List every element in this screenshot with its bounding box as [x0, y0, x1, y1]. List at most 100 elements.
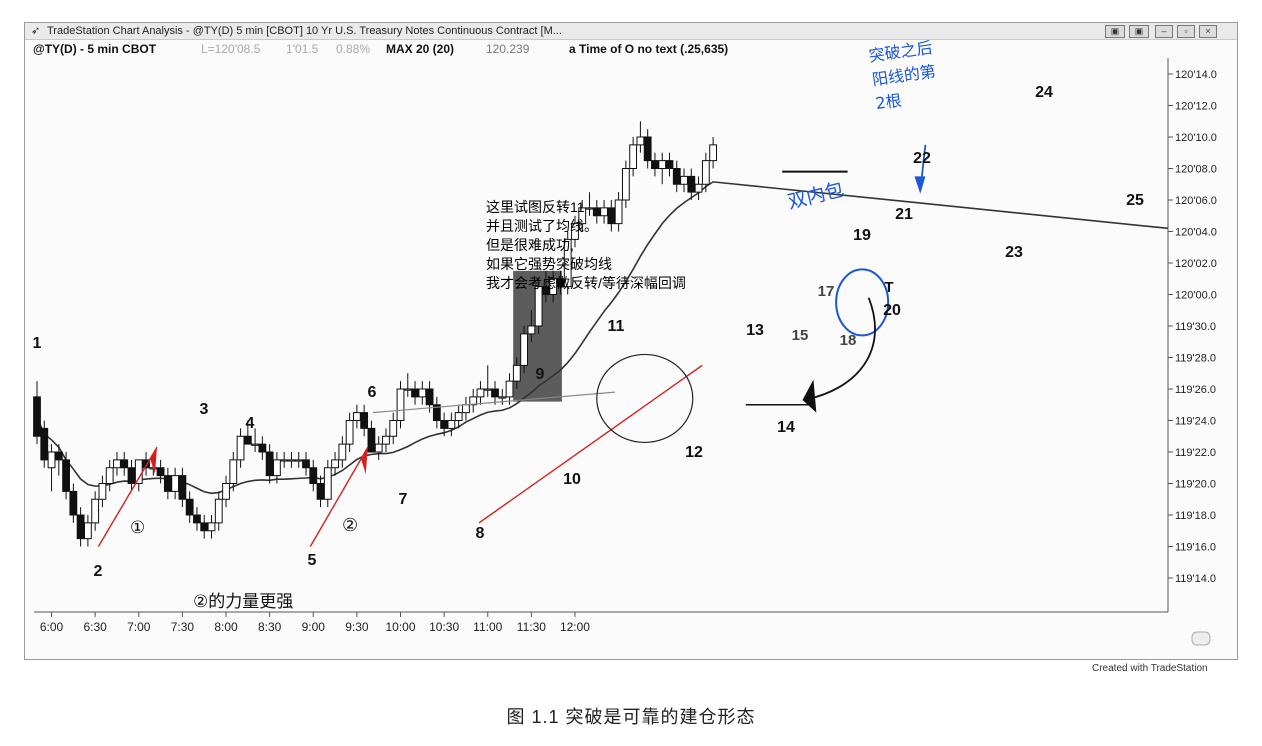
candle [578, 200, 587, 232]
bar-label: 23 [1005, 244, 1023, 261]
candle [629, 137, 638, 177]
x-tick-label: 8:30 [258, 620, 282, 634]
candle [571, 215, 579, 248]
x-tick-label: 9:30 [345, 620, 369, 634]
y-tick-label: 119'24.0 [1175, 416, 1216, 428]
candle [505, 373, 514, 405]
bar-label: 9 [536, 366, 545, 383]
window-link-button[interactable]: ▣ [1105, 25, 1125, 38]
candle [323, 459, 332, 508]
y-tick-label: 119'18.0 [1175, 510, 1216, 522]
x-tick-label: 12:00 [560, 620, 590, 634]
x-tick-label: 9:00 [302, 620, 326, 634]
candle [243, 420, 252, 445]
resistance-line [372, 391, 616, 414]
bar-label: 21 [895, 206, 913, 223]
window-close-button[interactable]: × [1199, 25, 1217, 38]
candle [382, 428, 390, 452]
x-tick-label: 6:30 [83, 620, 107, 634]
candle [643, 129, 652, 169]
chart-window: ➶ TradeStation Chart Analysis - @TY(D) 5… [24, 22, 1238, 660]
y-tick-label: 119'30.0 [1175, 321, 1216, 333]
candle [680, 168, 688, 193]
y-tick-label: 120'10.0 [1175, 132, 1217, 144]
candle [432, 396, 441, 429]
candle [520, 326, 528, 374]
candle [98, 475, 107, 508]
trend-arrow-2 [360, 447, 368, 475]
trend-line-3 [478, 364, 703, 524]
window-sync-button[interactable]: ▣ [1129, 25, 1149, 38]
bar-label: 8 [476, 525, 485, 542]
bar-label: 7 [399, 491, 408, 508]
candle [229, 452, 238, 492]
candle [476, 381, 485, 405]
candle [54, 444, 63, 476]
candle [418, 381, 427, 405]
bar-label: T [884, 279, 893, 296]
bar-label: 4 [246, 415, 255, 432]
tradestation-logo-icon: ➶ [31, 25, 41, 37]
window-minimize-button[interactable]: – [1155, 25, 1173, 38]
candle [214, 491, 223, 531]
y-tick-label: 120'12.0 [1175, 101, 1217, 113]
y-tick-label: 119'26.0 [1175, 384, 1216, 396]
candle [454, 404, 463, 429]
candle [621, 160, 630, 208]
candle [694, 176, 703, 200]
bar-label: 24 [1035, 84, 1053, 101]
candle [105, 459, 114, 492]
bar-label: 18 [840, 332, 857, 349]
candle [236, 428, 245, 468]
y-tick-label: 119'16.0 [1175, 542, 1216, 554]
candle [651, 152, 659, 177]
candle [447, 412, 456, 437]
y-tick-label: 120'00.0 [1175, 290, 1217, 302]
x-tick-label: 10:00 [385, 620, 415, 634]
moving-average-label: MAX 20 (20) [386, 42, 455, 56]
y-tick-label: 119'14.0 [1175, 573, 1216, 585]
candle [47, 444, 56, 492]
candle [411, 381, 419, 405]
candle [396, 381, 405, 429]
candle [367, 420, 376, 453]
candle [302, 452, 310, 476]
candle [534, 278, 543, 334]
window-titlebar[interactable]: ➶ TradeStation Chart Analysis - @TY(D) 5… [25, 23, 1237, 40]
bar-label: 17 [818, 283, 835, 300]
candle [287, 452, 296, 468]
bar-label: 3 [200, 401, 209, 418]
candle [33, 381, 41, 445]
circle-marker-11 [596, 353, 694, 444]
candle [672, 160, 681, 193]
bar-label: 19 [853, 227, 871, 244]
y-tick-label: 119'28.0 [1175, 353, 1216, 365]
candle [142, 452, 150, 476]
candle [309, 459, 318, 492]
candle [120, 452, 129, 476]
candle [389, 412, 398, 445]
candle [69, 483, 78, 523]
bar-label: 6 [368, 384, 377, 401]
handwritten-note-bottom: ②的力量更强 [193, 592, 294, 612]
bar-label: 13 [746, 322, 764, 339]
candle [345, 412, 354, 452]
candle [294, 452, 303, 468]
candle [265, 444, 274, 484]
candle [563, 231, 572, 295]
candle [91, 491, 100, 531]
x-tick-label: 6:00 [40, 620, 64, 634]
candle [491, 381, 499, 405]
curved-arrow [803, 297, 876, 401]
x-tick-label: 10:30 [429, 620, 459, 634]
window-maximize-button[interactable]: ▫ [1177, 25, 1195, 38]
y-tick-label: 120'04.0 [1175, 227, 1217, 239]
bar-label: 5 [308, 552, 317, 569]
candle [171, 467, 180, 500]
candle [338, 436, 347, 468]
candle [113, 452, 121, 476]
candle [185, 491, 194, 523]
trend-line-1 [97, 446, 158, 547]
y-tick-label: 119'20.0 [1175, 479, 1216, 491]
